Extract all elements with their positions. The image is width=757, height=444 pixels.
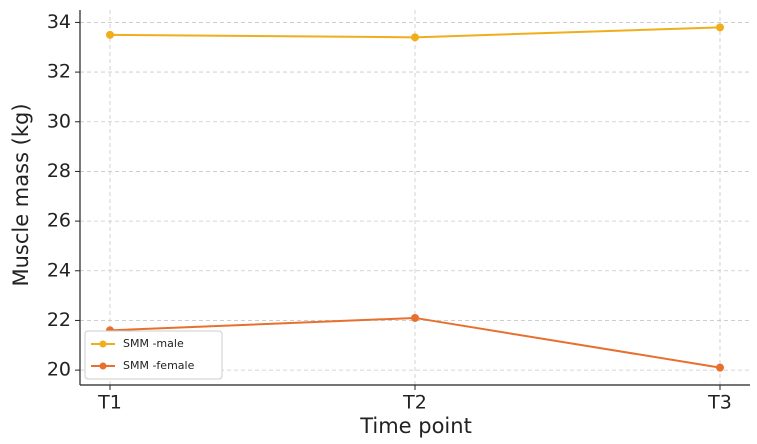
y-tick-label: 20 — [47, 359, 71, 381]
legend-label: SMM -female — [123, 359, 195, 372]
data-point — [411, 313, 419, 322]
y-tick-label: 24 — [47, 259, 71, 281]
y-tick-label: 26 — [47, 210, 71, 232]
y-tick-label: 34 — [47, 11, 71, 33]
y-tick-label: 32 — [47, 61, 71, 83]
x-tick-label: T2 — [402, 392, 427, 414]
y-tick-label: 28 — [47, 160, 71, 182]
legend-marker — [99, 340, 107, 348]
x-tick-label: T1 — [97, 392, 122, 414]
data-point — [411, 33, 419, 42]
x-tick-label: T3 — [707, 392, 732, 414]
y-tick-label: 30 — [47, 110, 71, 132]
y-axis-label: Muscle mass (kg) — [9, 103, 33, 286]
x-axis-label: Time point — [359, 414, 472, 438]
legend-label: SMM -male — [123, 337, 184, 350]
data-point — [716, 363, 724, 372]
legend-marker — [99, 362, 107, 370]
y-tick-label: 22 — [47, 309, 71, 331]
data-point — [716, 23, 724, 32]
legend-box — [84, 330, 223, 380]
data-point — [106, 30, 114, 39]
